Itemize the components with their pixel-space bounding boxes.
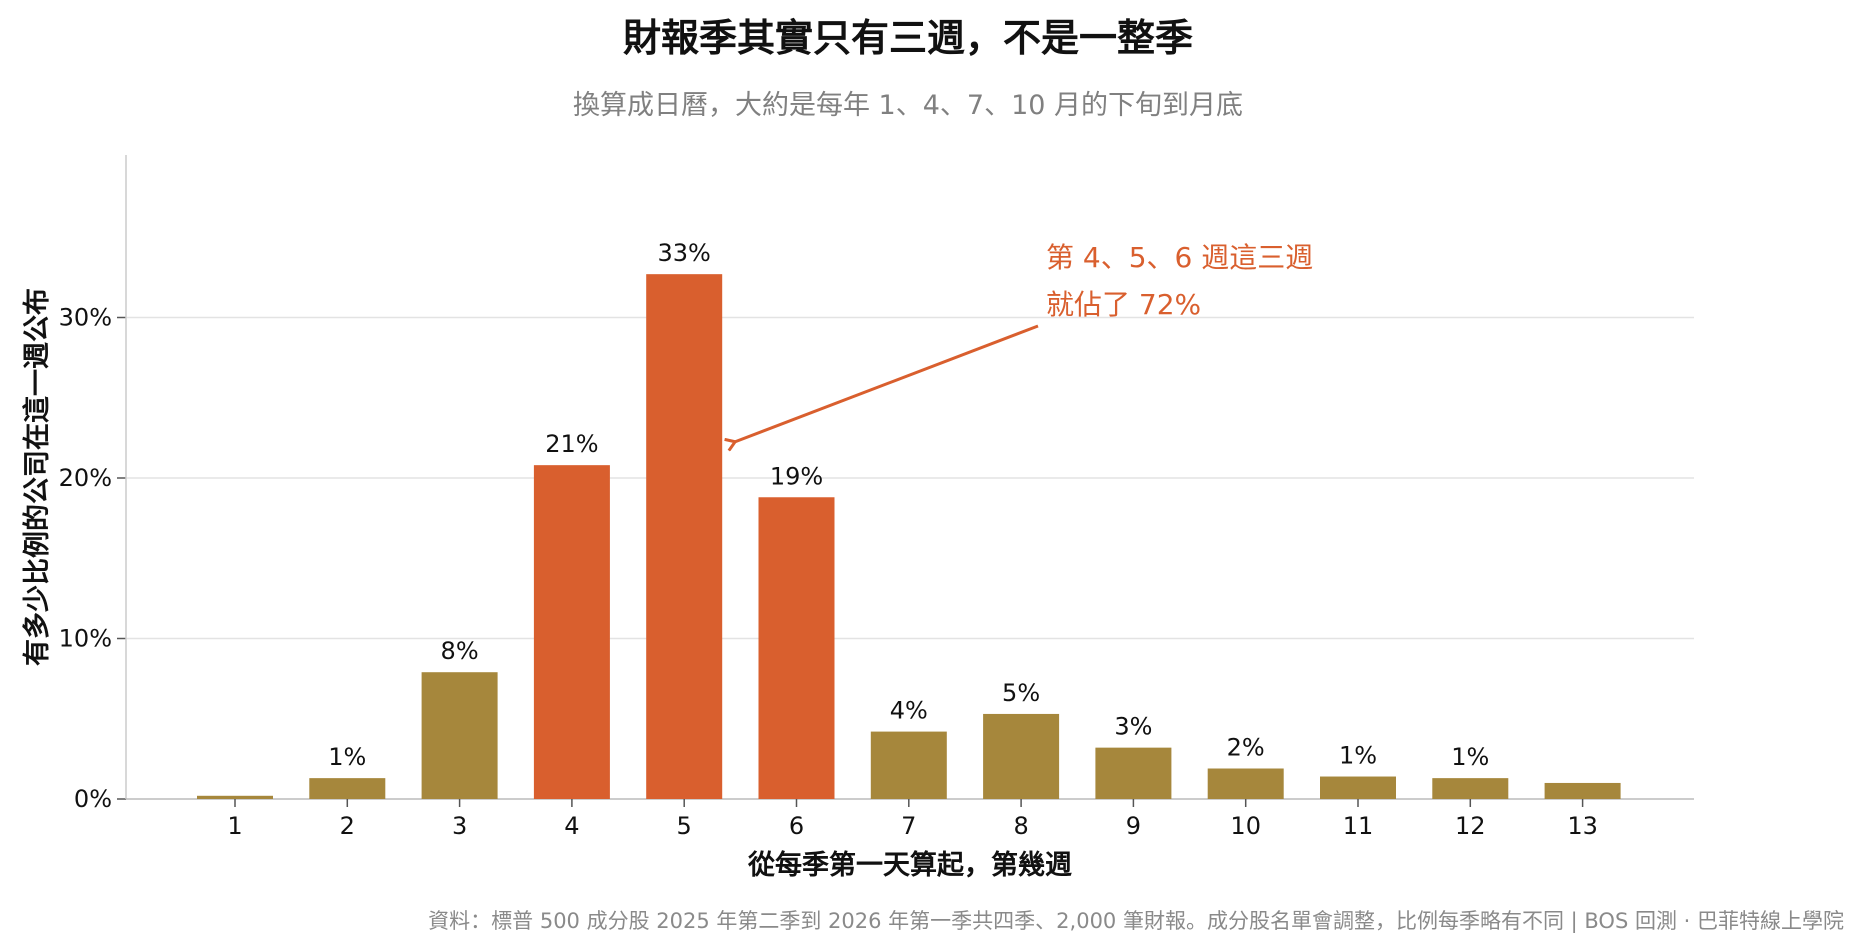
annotation-arrow (734, 324, 1039, 442)
annotation-line-2: 就佔了 72% (1046, 288, 1201, 321)
bar-value-label: 4% (890, 697, 928, 725)
x-tick-label: 4 (564, 812, 579, 840)
bar-value-label: 3% (1114, 713, 1152, 741)
y-tick-label: 0% (74, 785, 112, 813)
x-tick-label: 9 (1126, 812, 1141, 840)
x-tick-label: 8 (1013, 812, 1028, 840)
x-tick-label: 10 (1230, 812, 1261, 840)
x-tick-label: 6 (789, 812, 804, 840)
y-axis-ticks: 0% 10% 20% 30% (59, 304, 126, 813)
x-tick-label: 11 (1343, 812, 1374, 840)
x-tick-label: 5 (677, 812, 692, 840)
bar-week-11 (1320, 776, 1396, 799)
bar-week-9 (1095, 747, 1172, 799)
annotation-line-1: 第 4、5、6 週這三週 (1046, 241, 1313, 274)
bar-value-label: 8% (441, 637, 479, 665)
bar-week-8 (983, 713, 1060, 799)
bar-week-13 (1544, 782, 1621, 799)
bar-value-label: 1% (1451, 743, 1489, 771)
source-note: 資料：標普 500 成分股 2025 年第二季到 2026 年第一季共四季、2,… (428, 909, 1844, 934)
x-tick-label: 3 (452, 812, 467, 840)
gridlines (126, 316, 1694, 640)
x-tick-label: 12 (1455, 812, 1486, 840)
bar-value-label: 1% (328, 743, 366, 771)
y-tick-label: 10% (59, 625, 112, 653)
bar-week-12 (1432, 778, 1509, 799)
bar-week-4 (533, 465, 610, 799)
bar-labels: 1% 8% 21% 33% 19% 4% 5% 3% 2% 1% 1% (328, 239, 1489, 771)
x-tick-label: 2 (340, 812, 355, 840)
x-axis-label: 從每季第一天算起，第幾週 (747, 849, 1072, 881)
bar-week-3 (421, 672, 498, 799)
bar-value-label: 1% (1339, 742, 1377, 770)
bar-value-label: 5% (1002, 679, 1040, 707)
x-axis-ticks: 1 2 3 4 5 6 7 8 9 10 11 12 13 (227, 799, 1598, 840)
bar-value-label: 2% (1227, 734, 1265, 762)
bar-week-5 (646, 274, 723, 799)
bar-week-7 (870, 731, 947, 799)
bars (197, 274, 1621, 799)
y-axis-label: 有多少比例的公司在這一週公布 (21, 288, 53, 666)
bar-value-label: 33% (658, 239, 711, 267)
chart-subtitle: 換算成日曆，大約是每年 1、4、7、10 月的下旬到月底 (573, 90, 1243, 121)
y-tick-label: 30% (59, 304, 112, 332)
y-tick-label: 20% (59, 464, 112, 492)
x-tick-label: 13 (1567, 812, 1598, 840)
chart-title: 財報季其實只有三週，不是一整季 (623, 16, 1193, 60)
bar-week-1 (197, 795, 273, 799)
bar-week-6 (758, 497, 835, 799)
bar-week-10 (1207, 768, 1284, 799)
bar-value-label: 19% (770, 462, 823, 490)
bar-value-label: 21% (545, 430, 598, 458)
x-tick-label: 7 (901, 812, 916, 840)
x-tick-label: 1 (227, 812, 242, 840)
annotation: 第 4、5、6 週這三週 就佔了 72% (734, 241, 1313, 442)
bar-week-2 (309, 778, 386, 799)
